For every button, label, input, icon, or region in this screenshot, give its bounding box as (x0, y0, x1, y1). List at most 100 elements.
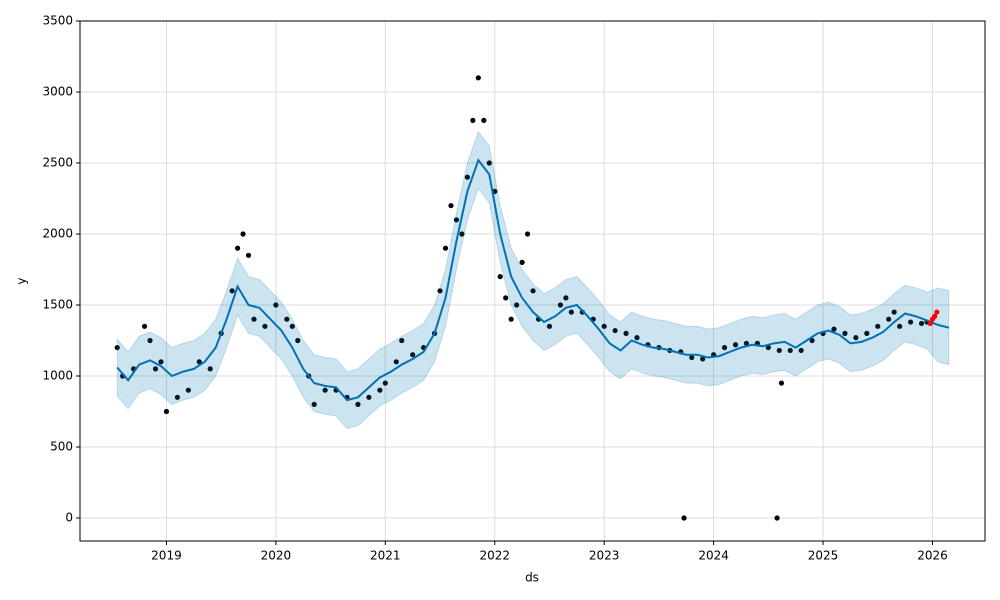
observation (530, 288, 536, 294)
observation (295, 337, 301, 344)
observation (918, 320, 925, 327)
observation (442, 245, 449, 251)
observation (612, 327, 618, 334)
y-tick-label: 2500 (42, 155, 73, 169)
observation (864, 330, 870, 336)
observation (229, 288, 235, 294)
observation (185, 387, 191, 393)
observation (508, 316, 514, 322)
uncertainty-band (116, 130, 950, 430)
y-tick-label: 1500 (42, 297, 73, 311)
observation (262, 323, 268, 329)
observation (546, 323, 553, 329)
observation (732, 342, 739, 348)
plot-frame (79, 20, 986, 542)
observation (700, 356, 706, 362)
observation (897, 323, 903, 329)
y-axis-label: y (15, 277, 29, 284)
y-tick-label: 0 (65, 510, 73, 524)
observation (503, 295, 509, 301)
observation (174, 394, 180, 400)
observation (437, 288, 443, 294)
observation (798, 347, 804, 354)
observation (284, 316, 290, 322)
x-axis-label: ds (525, 571, 539, 585)
observation (141, 323, 148, 329)
observation (470, 117, 476, 123)
observation (842, 330, 848, 336)
observation (245, 252, 252, 258)
observation (486, 160, 492, 166)
observation (448, 202, 454, 209)
observation (557, 302, 564, 308)
observation (778, 380, 785, 386)
observation (289, 323, 295, 329)
observation (497, 273, 503, 280)
observation (514, 302, 520, 308)
x-tick-label: 2026 (917, 549, 948, 563)
observation (158, 359, 164, 365)
observation (366, 394, 372, 400)
observation (689, 354, 695, 361)
observation (382, 380, 388, 386)
observation (721, 344, 728, 351)
x-tick-label: 2020 (261, 549, 292, 563)
observation (891, 309, 897, 315)
observation (787, 347, 793, 354)
observation (322, 387, 328, 393)
observation (519, 259, 525, 265)
observation (907, 319, 914, 325)
y-tick-label: 500 (50, 439, 73, 453)
observation (809, 337, 815, 344)
observation (464, 174, 470, 180)
observation (524, 231, 531, 237)
observation (240, 231, 246, 237)
observation (475, 75, 481, 81)
observation (634, 335, 640, 341)
observation (743, 340, 750, 346)
x-tick-label: 2023 (589, 549, 620, 563)
observation (399, 337, 405, 344)
observation (163, 408, 170, 415)
observation (568, 309, 574, 315)
y-tick-label: 3500 (42, 14, 73, 28)
y-tick-label: 1000 (42, 368, 73, 382)
x-tick-label: 2025 (808, 549, 839, 563)
observation (311, 401, 317, 407)
observation (934, 309, 940, 315)
x-tick-label: 2022 (479, 549, 510, 563)
observation (875, 323, 881, 329)
observation (776, 347, 782, 354)
observation (886, 316, 892, 322)
observation (410, 352, 416, 358)
forecast-line (116, 158, 950, 402)
x-tick-label: 2021 (370, 549, 401, 563)
observation (927, 320, 933, 327)
observation (234, 245, 241, 251)
observation (147, 337, 153, 344)
observation (853, 335, 859, 341)
observation (196, 359, 202, 365)
observation (377, 387, 383, 393)
observation (601, 323, 607, 329)
y-tick-label: 2000 (42, 226, 73, 240)
observation (623, 330, 629, 336)
observation (459, 231, 465, 237)
observation (681, 515, 687, 521)
observation (831, 326, 837, 332)
observation (932, 313, 938, 319)
y-tick-label: 3000 (42, 84, 73, 98)
observation (481, 117, 487, 123)
observation (774, 515, 780, 521)
observation (273, 302, 279, 308)
observation (393, 359, 399, 365)
observation (563, 295, 569, 301)
observation (355, 401, 361, 407)
x-tick-label: 2024 (698, 549, 729, 563)
observation (765, 344, 771, 351)
observation (207, 366, 213, 372)
x-tick-label: 2019 (151, 549, 182, 563)
observation (152, 366, 159, 372)
observation (251, 316, 257, 322)
